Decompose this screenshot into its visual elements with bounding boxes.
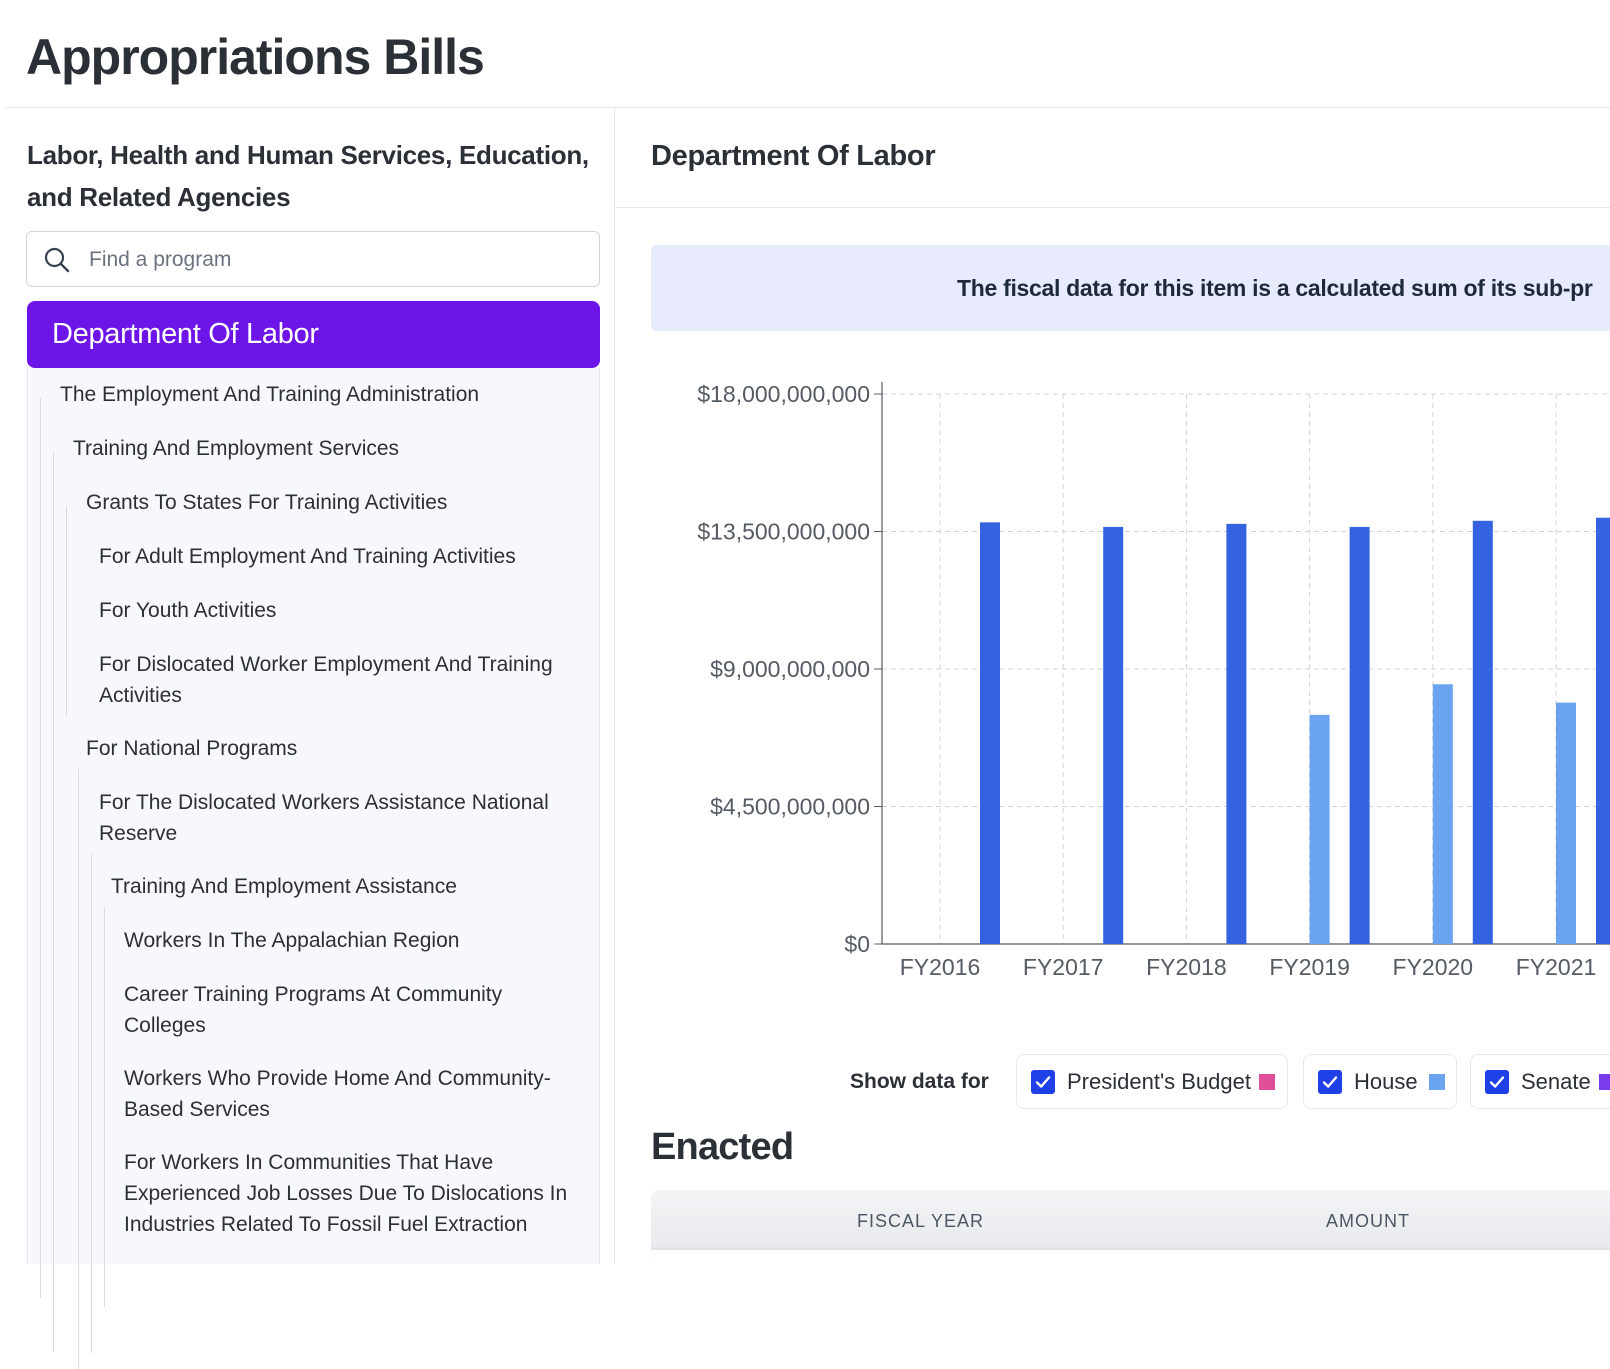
tree-item[interactable]: For National Programs xyxy=(86,737,298,760)
legend-swatch xyxy=(1599,1074,1610,1090)
checkbox-checked-icon[interactable] xyxy=(1031,1070,1055,1094)
tree-guide xyxy=(78,769,79,1369)
x-tick-label: FY2021 xyxy=(1516,954,1597,980)
sidebar-divider xyxy=(614,108,615,1264)
program-search[interactable] xyxy=(26,231,600,287)
bar-enacted-fy2016 xyxy=(980,522,1000,944)
tree-guide xyxy=(104,907,105,1307)
x-tick-label: FY2017 xyxy=(1023,954,1104,980)
bar-enacted-fy2018 xyxy=(1226,523,1247,944)
tree-guide xyxy=(66,506,67,716)
tree-item[interactable]: Workers In The Appalachian Region xyxy=(124,929,460,952)
tree-item[interactable]: For Adult Employment And Training Activi… xyxy=(99,545,516,568)
funding-chart: $0 $4,500,000,000 $9,000,000,000 $13,500,00… xyxy=(697,381,1610,980)
x-tick-label: FY2018 xyxy=(1146,954,1227,980)
tree-item[interactable]: Career Training Programs At Community Co… xyxy=(124,983,503,1037)
tree-item[interactable]: Grants To States For Training Activities xyxy=(86,491,448,514)
bar-house-fy2020 xyxy=(1432,684,1453,944)
column-header-amount[interactable]: AMOUNT xyxy=(1326,1211,1410,1231)
tree-item[interactable]: Workers Who Provide Home And Community-B… xyxy=(124,1067,551,1121)
legend-swatch xyxy=(1429,1074,1445,1090)
tree-item[interactable]: For Workers In Communities That Have Exp… xyxy=(124,1151,568,1236)
y-tick-label: $13,500,000,000 xyxy=(697,519,870,545)
bill-heading: Labor, Health and Human Services, Educat… xyxy=(27,140,589,212)
y-tick-label: $4,500,000,000 xyxy=(710,794,870,820)
enacted-table-header: FISCAL YEAR AMOUNT xyxy=(651,1190,1610,1250)
legend-label: Senate xyxy=(1521,1069,1591,1094)
legend-item-presidents-budget[interactable]: President's Budget xyxy=(1016,1054,1288,1109)
tree-item[interactable]: The Employment And Training Administrati… xyxy=(60,383,480,406)
legend-title: Show data for xyxy=(850,1070,989,1093)
tree-item[interactable]: For Dislocated Worker Employment And Tra… xyxy=(99,653,553,707)
legend-label: President's Budget xyxy=(1067,1069,1251,1094)
bar-enacted-fy2021 xyxy=(1596,517,1610,944)
y-tick-label: $9,000,000,000 xyxy=(710,656,870,682)
search-input[interactable] xyxy=(87,242,581,278)
checkbox-checked-icon[interactable] xyxy=(1318,1070,1342,1094)
column-header-fiscal-year[interactable]: FISCAL YEAR xyxy=(857,1211,985,1231)
bar-enacted-fy2020 xyxy=(1472,520,1493,944)
search-icon xyxy=(44,247,70,273)
legend-item-house[interactable]: House xyxy=(1303,1054,1457,1109)
tree-guide xyxy=(40,398,41,1298)
tree-item[interactable]: For The Dislocated Workers Assistance Na… xyxy=(99,791,549,845)
enacted-table-body xyxy=(651,1250,1610,1264)
x-tick-label: FY2020 xyxy=(1393,954,1474,980)
y-tick-label: $18,000,000,000 xyxy=(697,381,870,407)
page-title: Appropriations Bills xyxy=(26,29,485,85)
header-divider xyxy=(6,107,1610,108)
info-banner: The fiscal data for this item is a calcu… xyxy=(651,245,1610,331)
x-tick-label: FY2016 xyxy=(900,954,981,980)
bar-enacted-fy2017 xyxy=(1103,526,1124,944)
x-tick-label: FY2019 xyxy=(1269,954,1350,980)
tree-item[interactable]: Training And Employment Services xyxy=(73,437,400,460)
tree-item-selected[interactable]: Department Of Labor xyxy=(27,301,600,368)
content-divider xyxy=(615,207,1610,208)
enacted-title: Enacted xyxy=(651,1126,794,1168)
info-banner-text: The fiscal data for this item is a calcu… xyxy=(957,275,1593,301)
bar-house-fy2019 xyxy=(1309,714,1330,944)
tree-item[interactable]: Training And Employment Assistance xyxy=(111,875,457,898)
section-title: Department Of Labor xyxy=(651,140,936,172)
tree-item[interactable]: For Youth Activities xyxy=(99,599,277,622)
program-tree: The Employment And Training Administrati… xyxy=(27,368,600,1369)
tree-guide xyxy=(53,452,54,1352)
tree-guide xyxy=(91,853,92,1353)
bar-house-fy2021 xyxy=(1556,702,1576,944)
bar-enacted-fy2019 xyxy=(1349,526,1370,944)
legend-label: House xyxy=(1354,1069,1418,1094)
legend-swatch xyxy=(1259,1074,1275,1090)
legend-item-senate[interactable]: Senate xyxy=(1470,1054,1610,1109)
y-tick-label: $0 xyxy=(844,931,870,957)
checkbox-checked-icon[interactable] xyxy=(1485,1070,1509,1094)
